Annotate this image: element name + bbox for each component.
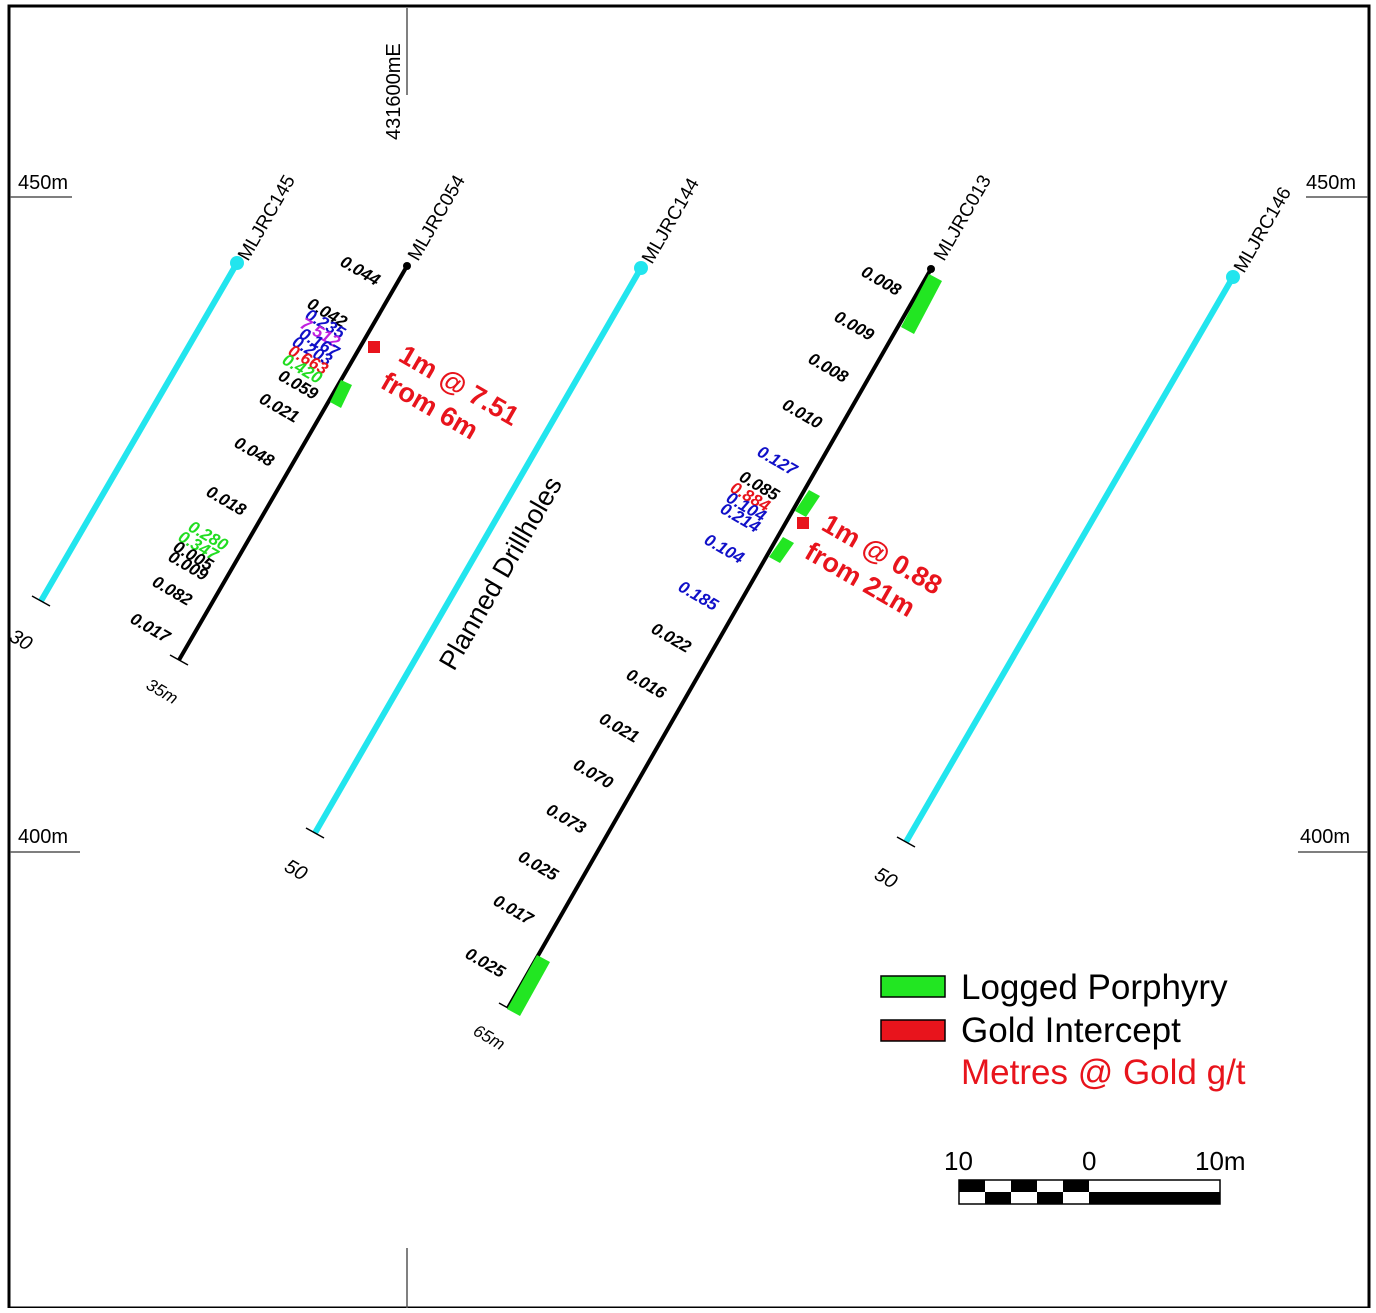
hole-name: MLJRC144 — [638, 174, 704, 267]
scale-segment — [985, 1192, 1011, 1204]
hole-name: MLJRC145 — [234, 172, 300, 265]
porphyry-interval — [769, 537, 794, 563]
collar-marker — [1226, 270, 1240, 284]
assay-value: 0.017 — [490, 891, 538, 929]
hole-name: MLJRC054 — [404, 171, 470, 264]
legend-porphyry-swatch — [880, 975, 946, 998]
assay-value: 0.017 — [127, 609, 175, 647]
scale-segment — [1011, 1180, 1037, 1192]
assay-value: 0.008 — [805, 349, 852, 387]
assay-value: 0.016 — [623, 665, 670, 703]
hole-trace — [903, 275, 1236, 844]
assay-value: 0.025 — [515, 847, 562, 885]
end-depth: 65m — [470, 1021, 508, 1054]
assay-value: 0.070 — [570, 755, 617, 793]
assay-value: 0.073 — [543, 800, 590, 838]
hole-trace — [506, 268, 933, 1009]
end-depth: 50 — [871, 863, 901, 893]
assay-value: 0.021 — [256, 389, 302, 427]
legend-gold-label: Gold Intercept — [961, 1011, 1181, 1050]
assay-value: 0.104 — [701, 530, 748, 568]
assay-value: 0.048 — [231, 433, 278, 471]
assay-value: 0.127 — [754, 442, 802, 480]
eoh-tick — [169, 654, 189, 666]
assay-value: 0.082 — [149, 572, 196, 610]
scale-bar: 10 0 10m — [944, 1146, 1246, 1205]
planned-drillholes-label: Planned Drillholes — [433, 472, 568, 675]
assay-value: 0.008 — [858, 262, 905, 300]
assay-labels: 0.0080.0090.0080.0100.1270.0850.8840.104… — [462, 262, 905, 982]
rl-400-label-left: 400m — [18, 826, 68, 848]
legend-metres-label: Metres @ Gold g/t — [961, 1053, 1246, 1092]
eoh-tick — [305, 827, 325, 839]
hole-trace — [177, 264, 409, 662]
porphyry-interval — [901, 274, 942, 334]
scale-label-left: 10 — [944, 1146, 973, 1176]
legend-porphyry-label: Logged Porphyry — [961, 968, 1228, 1007]
hole-name: MLJRC013 — [930, 172, 996, 265]
rl-400-label-right: 400m — [1300, 826, 1350, 848]
collar-marker — [230, 256, 244, 270]
scale-segment — [1063, 1180, 1089, 1192]
end-depth: 35m — [143, 675, 181, 708]
hole-name: MLJRC146 — [1230, 184, 1296, 277]
end-depth: 50 — [281, 855, 311, 885]
collar-marker — [927, 265, 935, 273]
scale-segment — [959, 1180, 985, 1192]
legend: Logged Porphyry Gold Intercept Metres @ … — [880, 968, 1246, 1092]
assay-value: 0.044 — [337, 252, 384, 290]
assay-value: 0.185 — [675, 577, 722, 615]
collar-marker — [634, 261, 648, 275]
hole-trace — [38, 261, 240, 603]
assay-value: 0.022 — [648, 619, 695, 657]
drillhole-mljrc013: MLJRC013 65m 1m @ 0.88 from 21m 0.0080.0… — [462, 172, 996, 1054]
assay-value: 0.025 — [462, 944, 509, 982]
easting-label: 431600mE — [383, 43, 405, 140]
rl-450-label-right: 450m — [1306, 172, 1356, 194]
assay-labels: 0.0440.0420.2357.5120.1670.2030.6630.420… — [127, 252, 384, 647]
eoh-tick — [31, 595, 51, 607]
gold-intercept-marker — [797, 517, 809, 529]
assay-value: 0.018 — [203, 482, 250, 520]
scale-label-right: 10m — [1195, 1146, 1246, 1176]
assay-value: 0.021 — [596, 709, 642, 747]
scale-label-mid: 0 — [1082, 1146, 1096, 1176]
porphyry-interval — [507, 955, 550, 1016]
scale-segment — [1037, 1192, 1063, 1204]
legend-gold-swatch — [880, 1019, 946, 1042]
porphyry-interval — [330, 380, 352, 408]
hole-trace — [312, 266, 644, 835]
porphyry-interval — [795, 490, 820, 517]
eoh-tick — [896, 836, 916, 848]
scale-segment — [1089, 1192, 1220, 1204]
assay-value: 0.009 — [831, 307, 878, 345]
assay-value: 0.010 — [779, 395, 826, 433]
gold-intercept-marker — [368, 341, 380, 353]
collar-marker — [403, 262, 411, 270]
rl-450-label-left: 450m — [18, 172, 68, 194]
